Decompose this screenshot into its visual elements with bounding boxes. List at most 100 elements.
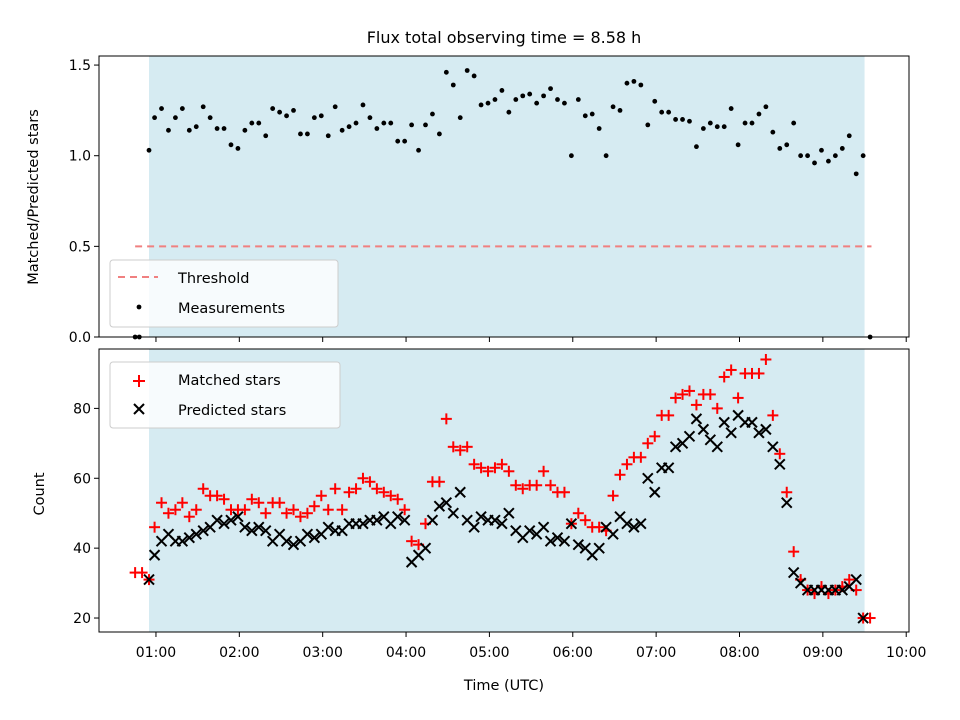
predicted-star-point: [544, 535, 557, 547]
chart-title: Flux total observing time = 8.58 h: [367, 28, 642, 47]
measurement-point: [443, 69, 449, 75]
matched-star-point: [503, 465, 515, 477]
predicted-star-point: [239, 521, 251, 533]
measurement-point: [756, 111, 762, 117]
matched-star-point: [635, 451, 647, 463]
predicted-star-point: [565, 517, 578, 530]
measurement-point: [395, 138, 401, 144]
measurement-point: [478, 102, 484, 108]
measurement-point: [860, 153, 866, 159]
measurement-point: [450, 82, 456, 88]
matched-star-point: [579, 514, 591, 526]
matched-star-point: [169, 504, 181, 516]
bottom-plot-frame: [98, 348, 910, 633]
matched-star-point: [670, 392, 682, 404]
measurement-point: [430, 111, 435, 117]
bottom-y-tick-label: 20: [73, 611, 91, 627]
predicted-star-point: [218, 517, 230, 530]
predicted-star-point: [371, 514, 383, 526]
matched-star-point: [378, 486, 390, 498]
predicted-star-point: [551, 531, 564, 544]
matched-star-point: [176, 497, 188, 509]
matched-star-point: [753, 367, 765, 379]
predicted-star-point: [621, 517, 633, 530]
measurement-point: [485, 100, 491, 106]
predicted-star-point: [711, 441, 723, 453]
predicted-star-point: [607, 528, 619, 540]
matched-star-point: [440, 413, 452, 425]
predicted-star-point: [322, 521, 334, 533]
predicted-star-point: [558, 535, 571, 547]
measurement-point: [603, 153, 609, 159]
top-x-tick-marks: [155, 337, 907, 342]
matched-star-point: [781, 486, 793, 498]
predicted-star-point: [260, 524, 272, 537]
measurement-point: [582, 113, 588, 119]
measurement-point: [325, 133, 331, 139]
matched-star-point: [399, 504, 411, 516]
bottom-y-axis: 20 40 60 80: [73, 401, 99, 627]
matched-star-point: [593, 521, 605, 533]
top-y-tick-label: 1.0: [69, 149, 91, 165]
measurement-point: [645, 122, 651, 128]
measurement-point: [298, 131, 303, 137]
top-y-axis: 0.0 0.5 1.0 1.5: [69, 58, 99, 346]
measurement-point: [812, 160, 817, 166]
measurement-point: [339, 127, 345, 133]
measurement-point: [409, 122, 415, 128]
legend-threshold-label: Threshold: [177, 271, 249, 287]
predicted-star-point: [287, 538, 300, 551]
measurement-point: [534, 100, 540, 106]
measurement-point: [381, 120, 387, 126]
matched-star-point: [482, 465, 494, 477]
measurement-point: [805, 153, 810, 159]
predicted-star-point: [781, 497, 793, 509]
measurement-point: [513, 97, 519, 102]
measurement-point: [728, 106, 734, 111]
matched-star-point: [392, 493, 404, 505]
predicted-star-point: [635, 517, 647, 530]
matched-star-point: [246, 493, 258, 505]
legend-predicted-swatch: [133, 403, 145, 415]
bottom-x-axis: 01:00 02:00 03:00 04:00 05:00 06:00 07:00 08:00…: [136, 632, 926, 661]
measurement-point: [839, 146, 845, 151]
matched-star-point: [136, 567, 148, 579]
measurement-point: [624, 80, 630, 86]
bottom-y-tick-label: 80: [73, 401, 91, 417]
bottom-y-axis-label: Count: [32, 472, 48, 515]
measurement-point: [152, 115, 157, 121]
matched-star-point: [607, 490, 619, 502]
measurement-point: [589, 111, 595, 117]
measurement-point: [207, 115, 213, 121]
matched-star-point: [162, 507, 174, 519]
top-legend: Threshold Measurements: [109, 259, 339, 328]
top-y-axis-label: Matched/Predicted stars: [26, 109, 42, 285]
predicted-star-point: [746, 416, 758, 429]
predicted-star-point: [419, 542, 432, 554]
measurement-point: [763, 104, 769, 110]
measurement-point: [353, 120, 359, 126]
matched-star-point: [433, 476, 445, 488]
measurement-point: [235, 146, 241, 151]
measurement-point: [638, 82, 644, 88]
measurement-point: [853, 171, 859, 177]
measurement-point: [492, 97, 498, 102]
matched-star-point: [774, 448, 786, 460]
measurement-point: [575, 97, 581, 102]
predicted-star-point: [649, 486, 661, 498]
measurement-point: [568, 153, 574, 159]
top-panel: Flux total observing time = 8.58 h 0.00.…: [26, 28, 910, 346]
predicted-star-point: [857, 612, 869, 624]
measurement-point: [436, 131, 442, 137]
measurement-point: [193, 124, 199, 130]
matched-star-point: [614, 469, 626, 481]
predicted-star-point: [767, 441, 779, 453]
measurement-point: [291, 107, 296, 113]
matched-star-point: [197, 483, 209, 495]
predicted-star-point: [357, 517, 369, 530]
matched-star-point: [183, 511, 195, 523]
matched-star-point: [732, 392, 744, 404]
predicted-star-point: [683, 430, 696, 443]
measurement-point: [652, 98, 658, 104]
